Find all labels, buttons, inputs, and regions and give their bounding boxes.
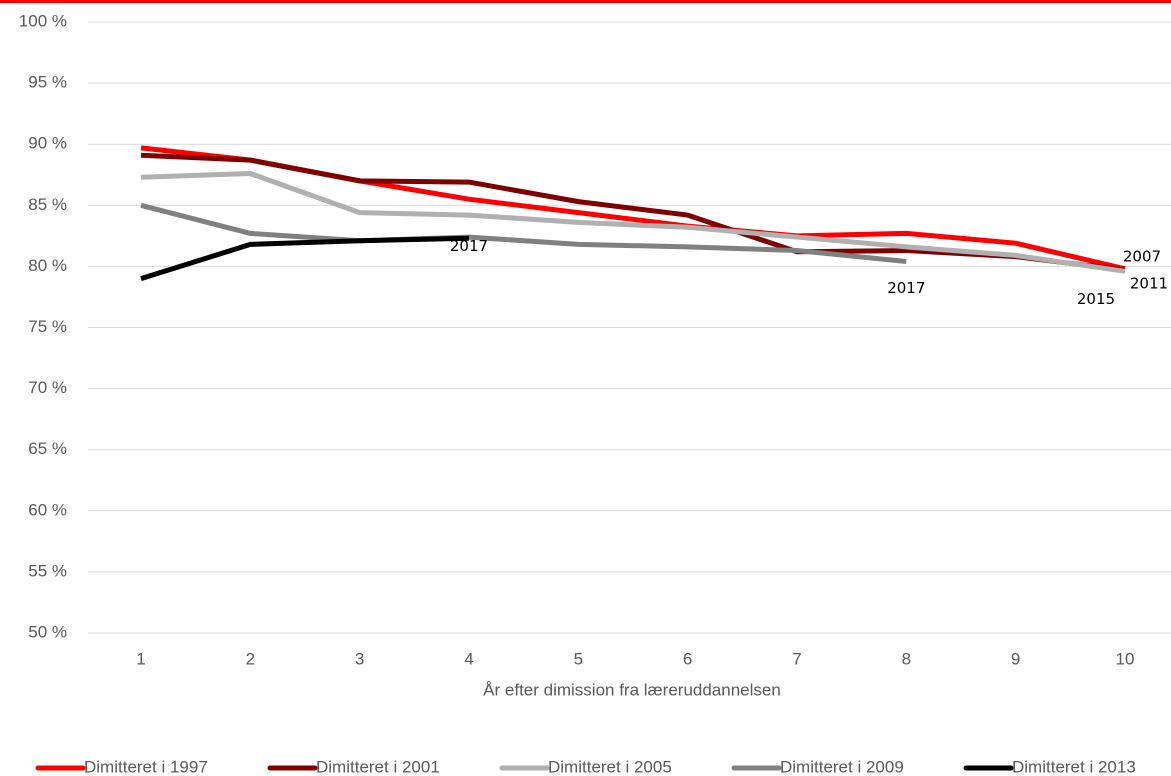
x-axis-label: År efter dimission fra læreruddannelsen xyxy=(483,680,781,699)
x-tick-label: 1 xyxy=(136,649,145,668)
y-tick-label: 65 % xyxy=(28,439,67,458)
annotation: 2007 xyxy=(1123,247,1161,265)
x-tick-label: 2 xyxy=(246,649,255,668)
y-tick-label: 70 % xyxy=(28,378,67,397)
y-tick-label: 55 % xyxy=(28,561,67,580)
x-tick-label: 3 xyxy=(355,649,364,668)
y-tick-label: 75 % xyxy=(28,317,67,336)
x-tick-label: 4 xyxy=(464,649,473,668)
annotation: 2011 xyxy=(1130,275,1168,293)
x-tick-label: 10 xyxy=(1116,649,1135,668)
legend-label: Dimitteret i 2005 xyxy=(548,757,672,776)
series-line xyxy=(140,171,1126,274)
annotation: 2015 xyxy=(1077,290,1115,308)
annotation: 2017 xyxy=(450,237,488,255)
y-tick-label: 80 % xyxy=(28,256,67,275)
x-tick-label: 5 xyxy=(574,649,583,668)
top-rule xyxy=(0,0,1171,3)
y-tick-label: 50 % xyxy=(28,622,67,641)
y-tick-label: 90 % xyxy=(28,134,67,153)
legend-label: Dimitteret i 2001 xyxy=(316,757,440,776)
x-tick-label: 7 xyxy=(792,649,801,668)
legend-label: Dimitteret i 2013 xyxy=(1012,757,1136,776)
x-tick-label: 8 xyxy=(902,649,911,668)
annotation: 2017 xyxy=(887,279,925,297)
y-tick-label: 100 % xyxy=(19,11,67,30)
x-tick-label: 9 xyxy=(1011,649,1020,668)
y-tick-label: 95 % xyxy=(28,73,67,92)
legend-label: Dimitteret i 1997 xyxy=(84,757,208,776)
legend-label: Dimitteret i 2009 xyxy=(780,757,904,776)
series-line xyxy=(140,235,470,282)
series-line xyxy=(140,202,907,264)
y-tick-label: 85 % xyxy=(28,195,67,214)
x-tick-label: 6 xyxy=(683,649,692,668)
y-tick-label: 60 % xyxy=(28,500,67,519)
